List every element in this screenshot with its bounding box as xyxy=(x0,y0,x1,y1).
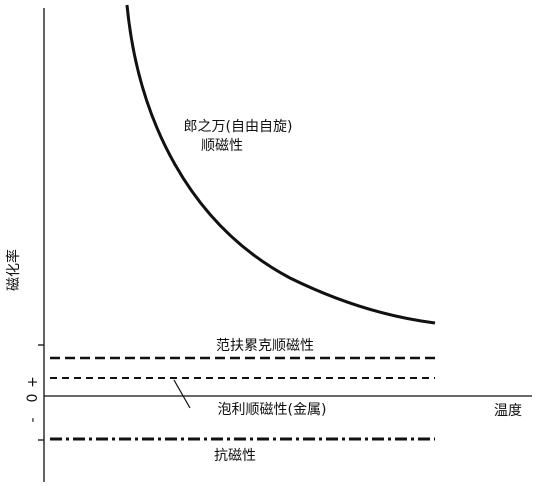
axis-minus: - xyxy=(25,417,41,422)
curve-label: 郎之万(自由自旋) xyxy=(184,119,293,135)
curve-label: 范扶累克顺磁性 xyxy=(216,337,314,354)
curve-label: 泡利顺磁性(金属) xyxy=(218,402,327,418)
axis-plus: + xyxy=(25,376,41,388)
curve-label: 顺磁性 xyxy=(201,138,243,154)
y-axis-label: 磁化率 xyxy=(5,249,22,291)
langevin-curve xyxy=(125,4,436,325)
axis-zero: 0 xyxy=(25,394,41,403)
x-axis-label: 温度 xyxy=(494,403,522,419)
leader-line xyxy=(173,379,191,409)
curve-label: 抗磁性 xyxy=(214,448,256,464)
